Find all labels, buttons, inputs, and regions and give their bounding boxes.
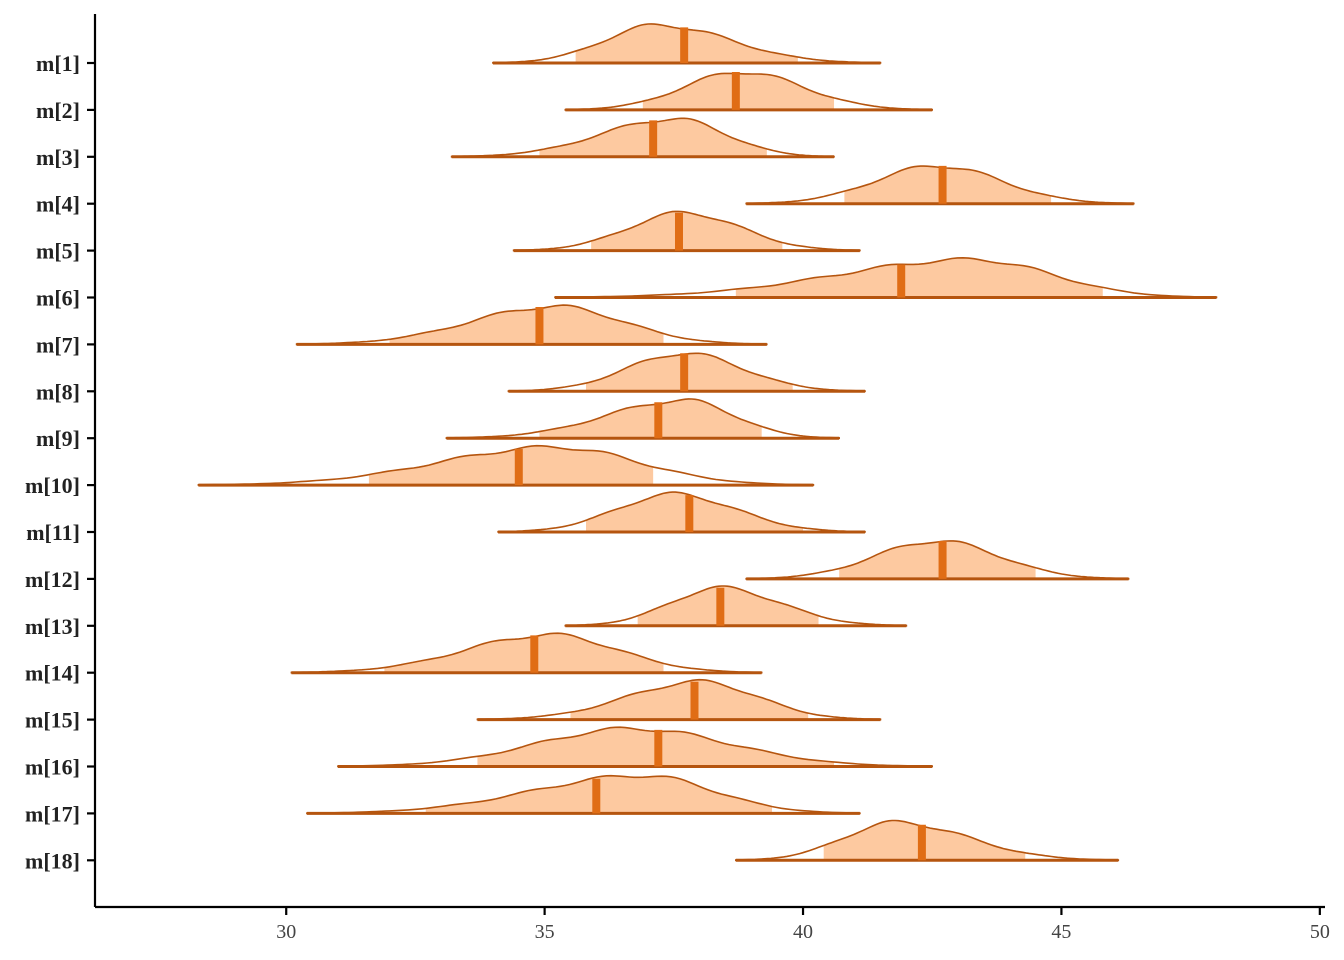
density-interval-fill [585, 353, 793, 392]
density-outline [197, 444, 815, 486]
density-interval-fill [384, 633, 664, 673]
density-row [445, 398, 840, 440]
density-row [492, 23, 882, 65]
x-tick-labels: 30 35 40 45 50 [276, 907, 1330, 943]
y-tick-label: m[2] [36, 98, 80, 123]
y-tick-labels: m[1] m[2] m[3] m[4] m[5] m[6] m[7] m[8] m[9] m[10… [25, 51, 95, 873]
x-tick-label: 30 [276, 921, 296, 943]
density-outline [445, 398, 840, 439]
density-outline [512, 210, 861, 252]
density-row [512, 210, 861, 253]
density-interval-fill [570, 679, 809, 720]
y-tick-label: m[1] [36, 51, 80, 76]
density-row [745, 540, 1130, 581]
y-tick-label: m[11] [26, 520, 80, 545]
density-row [735, 819, 1120, 862]
density-row [564, 585, 908, 628]
y-tick-label: m[13] [25, 614, 80, 639]
y-tick-label: m[14] [25, 661, 80, 686]
density-interval-fill [368, 445, 654, 486]
density-outline [735, 819, 1120, 862]
density-interval-fill [477, 727, 835, 767]
y-tick-label: m[10] [25, 473, 80, 498]
density-row [290, 632, 763, 675]
density-interval-fill [735, 257, 1103, 298]
density-outline [507, 352, 866, 393]
density-interval-fill [389, 305, 664, 345]
density-row [554, 256, 1218, 299]
x-tick-label: 45 [1051, 921, 1071, 943]
y-tick-label: m[17] [25, 801, 80, 826]
density-outline [492, 23, 882, 64]
density-row [476, 678, 882, 722]
y-tick-label: m[18] [25, 848, 80, 873]
density-row [745, 165, 1135, 206]
y-tick-label: m[12] [25, 567, 80, 592]
y-tick-label: m[7] [36, 332, 80, 357]
density-row [507, 352, 866, 393]
density-row [295, 304, 768, 346]
density-outline [564, 585, 908, 627]
density-interval-fill [591, 211, 783, 251]
density-row [197, 444, 815, 487]
density-outline [497, 491, 866, 533]
y-tick-label: m[5] [36, 239, 80, 264]
density-outline [476, 678, 882, 721]
density-outline [290, 632, 763, 674]
density-row [497, 491, 866, 534]
density-row [337, 726, 933, 768]
x-tick-label: 40 [793, 921, 813, 943]
density-outline [554, 256, 1218, 299]
density-row [450, 117, 835, 159]
y-tick-label: m[8] [36, 379, 80, 404]
y-tick-label: m[3] [36, 145, 80, 170]
density-row [564, 72, 933, 112]
density-interval-fill [539, 398, 762, 439]
x-tick-label: 50 [1310, 921, 1330, 943]
density-outline [564, 72, 933, 111]
density-interval-fill [839, 540, 1036, 579]
y-tick-label: m[4] [36, 192, 80, 217]
density-interval-fill [637, 586, 819, 626]
y-tick-label: m[16] [25, 755, 80, 780]
axes [93, 14, 1325, 909]
y-tick-label: m[6] [36, 286, 80, 311]
y-tick-label: m[15] [25, 708, 80, 733]
density-interval-fill [585, 492, 804, 532]
density-interval-fill [844, 166, 1052, 204]
density-outline [295, 304, 768, 346]
density-interval-fill [642, 73, 835, 110]
density-outline [306, 774, 861, 815]
density-outline [337, 726, 933, 768]
density-outline [450, 117, 835, 158]
y-tick-label: m[9] [36, 426, 80, 451]
x-tick-label: 35 [535, 921, 555, 943]
density-row [306, 774, 861, 815]
density-rows [197, 23, 1218, 862]
